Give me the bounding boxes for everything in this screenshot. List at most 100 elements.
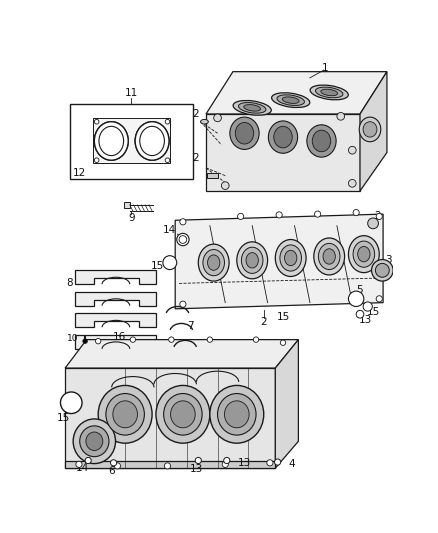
Circle shape xyxy=(224,457,230,464)
Bar xyxy=(93,118,170,163)
Circle shape xyxy=(177,233,189,246)
Circle shape xyxy=(130,337,135,342)
Ellipse shape xyxy=(353,241,374,267)
Text: 10: 10 xyxy=(67,334,78,343)
Text: 2: 2 xyxy=(374,212,381,221)
Ellipse shape xyxy=(210,385,264,443)
Text: 16: 16 xyxy=(113,332,126,342)
Polygon shape xyxy=(175,214,383,309)
Circle shape xyxy=(169,337,174,342)
Ellipse shape xyxy=(140,126,164,156)
Circle shape xyxy=(367,218,378,229)
Ellipse shape xyxy=(73,419,116,464)
Text: 1: 1 xyxy=(322,63,328,73)
Circle shape xyxy=(165,119,170,124)
Circle shape xyxy=(114,463,120,469)
Text: 14: 14 xyxy=(76,463,89,473)
Ellipse shape xyxy=(86,432,103,450)
Text: 14: 14 xyxy=(163,224,177,235)
Ellipse shape xyxy=(235,123,254,144)
Circle shape xyxy=(94,119,99,124)
Ellipse shape xyxy=(274,126,292,148)
Ellipse shape xyxy=(230,117,259,149)
Text: 2: 2 xyxy=(193,153,199,163)
Ellipse shape xyxy=(218,393,256,435)
Ellipse shape xyxy=(312,130,331,152)
Ellipse shape xyxy=(198,244,229,281)
Text: 13: 13 xyxy=(190,464,203,474)
Circle shape xyxy=(253,337,259,342)
Circle shape xyxy=(276,212,282,218)
Ellipse shape xyxy=(224,401,249,428)
Polygon shape xyxy=(75,270,156,284)
Ellipse shape xyxy=(99,126,124,156)
Circle shape xyxy=(164,463,170,469)
Circle shape xyxy=(356,310,364,318)
Circle shape xyxy=(237,213,244,220)
Text: 15: 15 xyxy=(151,262,164,271)
Ellipse shape xyxy=(113,401,138,428)
Circle shape xyxy=(267,460,273,466)
Circle shape xyxy=(221,182,229,189)
Circle shape xyxy=(353,209,359,216)
Polygon shape xyxy=(65,461,276,468)
Text: 6: 6 xyxy=(108,465,115,475)
Ellipse shape xyxy=(268,121,298,154)
Circle shape xyxy=(165,158,170,163)
Text: 13: 13 xyxy=(359,316,372,325)
Polygon shape xyxy=(206,71,387,114)
Polygon shape xyxy=(65,368,276,468)
Circle shape xyxy=(349,180,356,187)
Bar xyxy=(207,173,218,178)
Ellipse shape xyxy=(318,244,340,270)
Ellipse shape xyxy=(156,385,210,443)
Ellipse shape xyxy=(238,102,266,113)
Circle shape xyxy=(337,112,345,120)
Circle shape xyxy=(214,114,221,122)
Circle shape xyxy=(376,213,382,220)
Ellipse shape xyxy=(140,126,164,156)
Text: 11: 11 xyxy=(125,88,138,98)
Polygon shape xyxy=(206,114,360,191)
Ellipse shape xyxy=(276,239,306,277)
Ellipse shape xyxy=(201,119,208,124)
Ellipse shape xyxy=(363,122,377,137)
Text: 2: 2 xyxy=(193,109,199,119)
Text: 7: 7 xyxy=(187,321,194,331)
Text: 15: 15 xyxy=(367,307,381,317)
Ellipse shape xyxy=(359,117,381,142)
Polygon shape xyxy=(75,292,156,306)
Circle shape xyxy=(76,461,82,467)
Circle shape xyxy=(180,219,186,225)
Circle shape xyxy=(180,301,186,308)
Circle shape xyxy=(83,339,88,343)
Text: 13: 13 xyxy=(238,458,251,468)
Circle shape xyxy=(110,460,117,466)
Ellipse shape xyxy=(135,122,169,160)
Ellipse shape xyxy=(246,253,258,268)
Circle shape xyxy=(195,457,201,464)
Ellipse shape xyxy=(94,122,128,160)
Circle shape xyxy=(280,340,286,345)
Ellipse shape xyxy=(106,393,145,435)
Text: 4: 4 xyxy=(289,459,296,470)
Polygon shape xyxy=(65,340,298,368)
Circle shape xyxy=(375,263,389,277)
Ellipse shape xyxy=(321,89,338,96)
Ellipse shape xyxy=(310,85,348,100)
Circle shape xyxy=(85,457,91,464)
Text: 2: 2 xyxy=(261,317,267,327)
Ellipse shape xyxy=(349,236,379,273)
Ellipse shape xyxy=(280,245,301,271)
Ellipse shape xyxy=(244,104,261,111)
Ellipse shape xyxy=(272,93,310,108)
Text: 12: 12 xyxy=(72,168,85,179)
Ellipse shape xyxy=(98,385,152,443)
Ellipse shape xyxy=(203,249,224,276)
Text: 9: 9 xyxy=(128,213,134,223)
Ellipse shape xyxy=(135,122,169,160)
Text: 15: 15 xyxy=(276,311,290,321)
Text: 3: 3 xyxy=(385,255,392,265)
Circle shape xyxy=(207,337,212,342)
Circle shape xyxy=(376,296,382,302)
